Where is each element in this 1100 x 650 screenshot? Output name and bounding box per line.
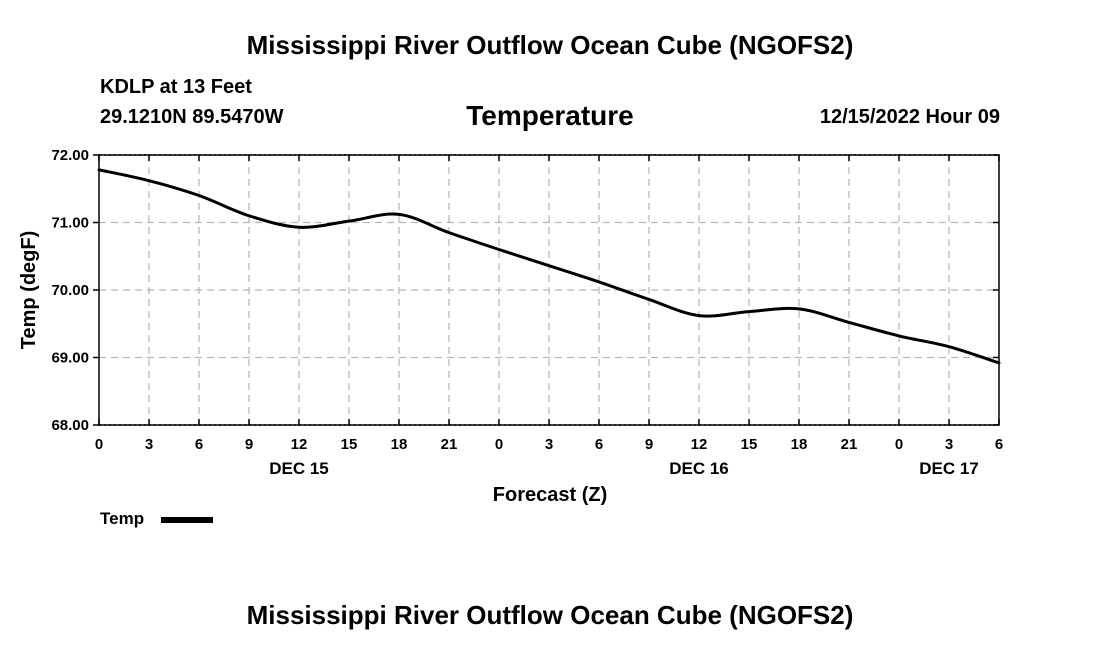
x-tick-label: 3 (945, 436, 953, 453)
chart-main-title: Mississippi River Outflow Ocean Cube (NG… (246, 30, 854, 60)
x-tick-label: 15 (341, 436, 358, 453)
legend-swatch (161, 517, 213, 523)
x-tick-label: 6 (195, 436, 203, 453)
legend-label: Temp (100, 509, 145, 528)
x-tick-label: 18 (391, 436, 408, 453)
x-tick-label: 15 (741, 436, 758, 453)
x-tick-label: 3 (545, 436, 553, 453)
x-tick-label: 12 (291, 436, 308, 453)
series-layer (97, 168, 1001, 365)
y-tick-label: 70.00 (51, 282, 89, 299)
x-tick-label: 9 (645, 436, 653, 453)
x-tick-label: 21 (441, 436, 458, 453)
day-label: DEC 17 (919, 459, 979, 478)
y-tick-label: 68.00 (51, 417, 89, 434)
x-tick-label: 18 (791, 436, 808, 453)
y-axis-label: Temp (degF) (18, 231, 40, 350)
station-label: KDLP at 13 Feet (100, 76, 252, 98)
y-tick-label: 71.00 (51, 215, 89, 232)
x-tick-label: 12 (691, 436, 708, 453)
x-tick-label: 0 (895, 436, 903, 453)
x-tick-label: 6 (995, 436, 1003, 453)
footer-title: Mississippi River Outflow Ocean Cube (NG… (246, 600, 854, 630)
day-label: DEC 15 (269, 459, 329, 478)
y-tick-label: 69.00 (51, 350, 89, 367)
x-tick-label: 0 (95, 436, 103, 453)
x-tick-label: 21 (841, 436, 858, 453)
tick-layer (93, 154, 1000, 426)
x-tick-label: 3 (145, 436, 153, 453)
day-label: DEC 16 (669, 459, 729, 478)
x-tick-label: 9 (245, 436, 253, 453)
grid-layer (99, 154, 999, 426)
variable-title: Temperature (466, 100, 634, 131)
coordinates-label: 29.1210N 89.5470W (100, 106, 284, 128)
y-tick-label: 72.00 (51, 147, 89, 164)
x-tick-label: 6 (595, 436, 603, 453)
x-tick-label: 0 (495, 436, 503, 453)
series-line-temp (97, 168, 1001, 365)
forecast-timestamp: 12/15/2022 Hour 09 (819, 106, 1000, 128)
label-layer: 68.00 69.00 70.00 71.00 72.00 0 3 6 9 12 15 18 21 0 3 6… (18, 147, 1003, 506)
x-axis-label: Forecast (Z) (493, 484, 607, 506)
